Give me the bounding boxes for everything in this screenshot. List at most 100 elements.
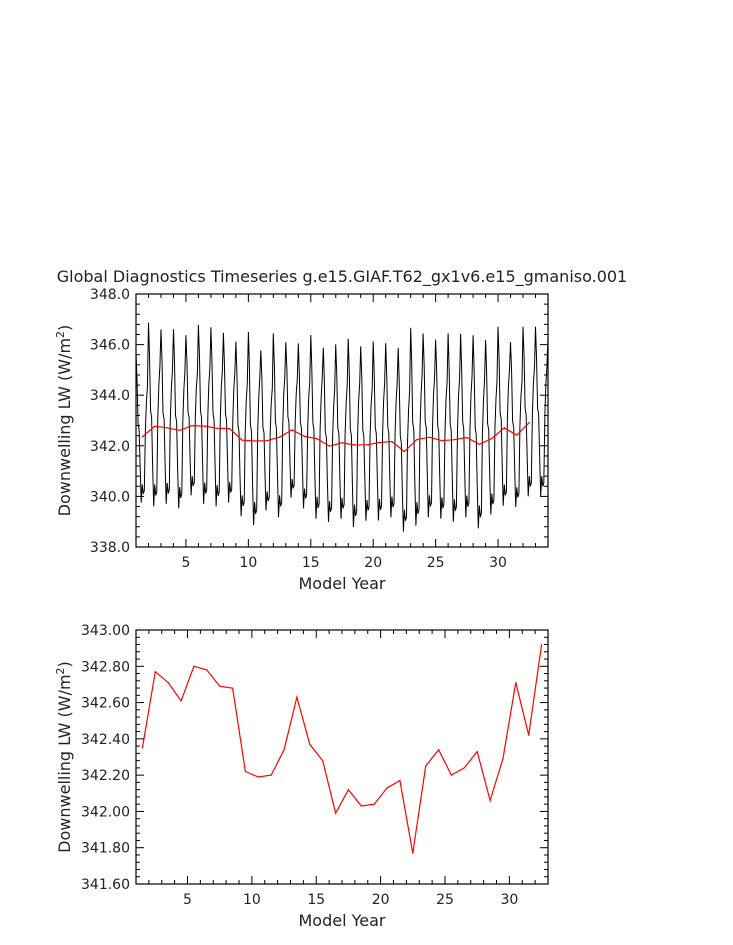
y-tick-label: 346.0 <box>90 338 130 354</box>
annual-point <box>216 427 218 429</box>
y-tick-label: 341.60 <box>81 877 130 893</box>
x-tick-label: 10 <box>239 555 257 571</box>
annual-point <box>241 439 243 441</box>
top-y-axis-label: Downwelling LW (W/m2) <box>54 325 75 517</box>
top-panel: 5 10 15 20 25 30 338.0 340.0 342.0 344.0 346.0 348.… <box>54 287 549 593</box>
annual-point <box>378 441 381 444</box>
annual-point <box>191 424 193 427</box>
annual-point <box>373 803 375 805</box>
annual-point <box>425 765 427 767</box>
annual-point <box>353 444 356 446</box>
annual-point <box>204 425 206 427</box>
annual-mean-line-top <box>141 422 530 453</box>
annual-point <box>257 776 259 778</box>
x-tick-label: 25 <box>436 892 454 908</box>
y-tick-label: 343.00 <box>81 623 130 639</box>
annual-point <box>528 734 530 736</box>
y-tick-label: 342.40 <box>81 732 130 748</box>
annual-point <box>466 436 468 439</box>
annual-point <box>254 440 256 442</box>
x-tick-label: 30 <box>489 555 507 571</box>
annual-point <box>219 685 221 687</box>
annual-point <box>478 443 480 445</box>
chart-title: Global Diagnostics Timeseries g.e15.GIAF… <box>57 267 627 287</box>
annual-point <box>391 440 393 443</box>
annual-point <box>399 779 401 782</box>
annual-point <box>141 436 143 438</box>
y-tick-label: 348.0 <box>90 287 130 303</box>
y-tick-label: 342.60 <box>81 696 130 712</box>
y-tick-label: 340.0 <box>90 489 130 505</box>
x-tick-label: 5 <box>181 555 190 571</box>
bottom-y-axis-label: Downwelling LW (W/m2) <box>54 661 75 853</box>
x-tick-label: 10 <box>243 892 261 908</box>
annual-point <box>322 760 324 762</box>
annual-point <box>193 665 195 667</box>
bottom-x-axis-label: Model Year <box>299 911 386 930</box>
bottom-panel: 5 10 15 20 25 30 341.60 341.80 342.00 342.20 342.4… <box>54 623 549 930</box>
monthly-series-line <box>135 322 549 532</box>
annual-point <box>502 758 504 760</box>
annual-point <box>412 852 414 854</box>
y-tick-label: 344.0 <box>90 388 130 404</box>
annual-point <box>180 700 182 702</box>
x-tick-label: 25 <box>427 555 445 571</box>
annual-point <box>244 770 247 773</box>
top-x-axis-label: Model Year <box>299 574 386 593</box>
annual-point <box>516 434 518 436</box>
y-tick-label: 342.00 <box>81 804 130 820</box>
annual-point <box>386 787 388 789</box>
annual-point <box>154 425 156 427</box>
annual-point <box>540 643 543 646</box>
annual-point <box>141 747 144 749</box>
annual-point <box>437 749 440 751</box>
y-tick-label: 342.20 <box>81 768 130 784</box>
x-tick-label: 30 <box>500 892 518 908</box>
x-tick-label: 15 <box>307 892 325 908</box>
annual-point <box>231 687 234 689</box>
annual-point <box>154 671 156 673</box>
x-tick-label: 20 <box>364 555 382 571</box>
annual-point <box>229 427 231 430</box>
y-tick-label: 341.80 <box>81 841 130 857</box>
annual-point <box>503 427 505 429</box>
annual-point <box>309 743 311 745</box>
annual-point <box>441 440 443 442</box>
annual-point <box>179 429 181 431</box>
annual-point <box>360 805 362 807</box>
annual-point <box>341 442 343 444</box>
y-tick-label: 338.0 <box>90 540 130 556</box>
annual-point <box>303 435 306 438</box>
y-tick-label: 342.80 <box>81 659 130 675</box>
x-tick-label: 5 <box>183 892 192 908</box>
annual-point <box>450 774 453 776</box>
annual-mean-line-bottom <box>141 644 543 854</box>
annual-point <box>489 799 491 802</box>
annual-point <box>403 451 406 453</box>
annual-point <box>291 429 293 431</box>
annual-point <box>270 774 272 776</box>
annual-point <box>328 445 331 447</box>
annual-point <box>428 436 430 438</box>
annual-point <box>366 444 368 446</box>
annual-point <box>476 750 478 753</box>
y-tick-label: 342.0 <box>90 439 130 455</box>
annual-point <box>283 749 285 751</box>
annual-point <box>453 439 455 441</box>
x-tick-label: 20 <box>372 892 390 908</box>
annual-point <box>416 438 418 441</box>
annual-point <box>515 682 517 684</box>
annual-point <box>347 789 350 791</box>
annual-point <box>316 438 318 440</box>
annual-point <box>266 440 268 442</box>
annual-point <box>166 427 168 429</box>
annual-point <box>278 436 281 438</box>
annual-point <box>206 669 208 671</box>
annual-point <box>334 812 337 814</box>
annual-point <box>463 767 465 769</box>
bottom-plot-frame <box>135 629 549 885</box>
top-plot-frame <box>135 293 549 548</box>
annual-point <box>296 696 298 698</box>
annual-point <box>491 437 493 440</box>
